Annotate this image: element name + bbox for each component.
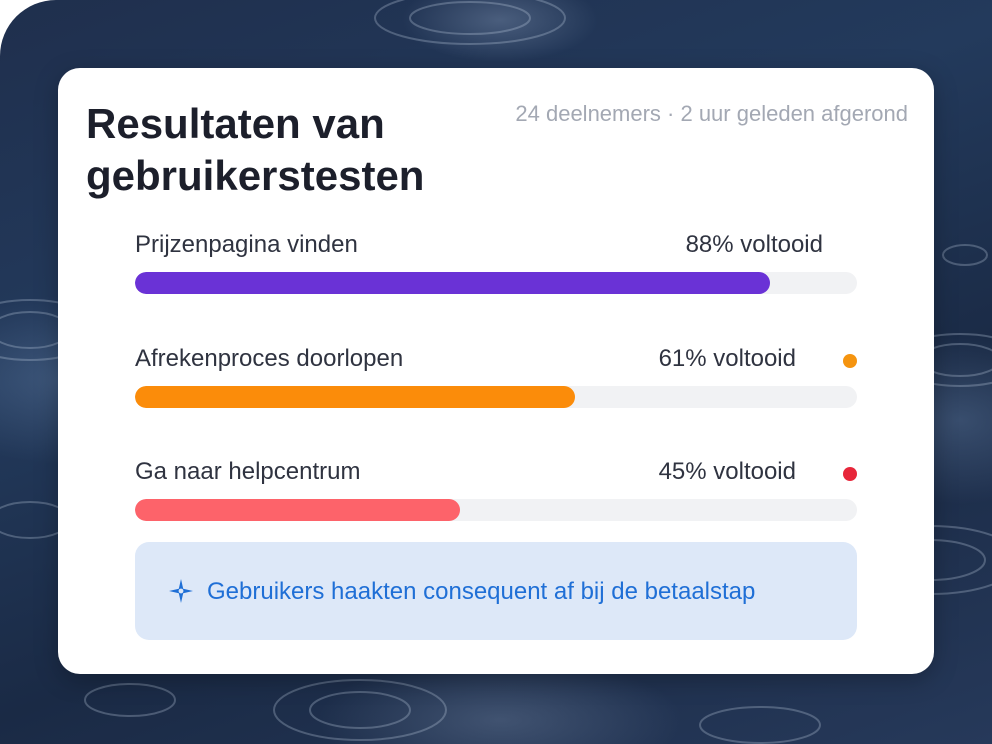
- task-completion-value: 45% voltooid: [658, 458, 796, 485]
- progress-fill: [135, 499, 460, 521]
- task-completion-value: 61% voltooid: [658, 345, 796, 372]
- task-label: Ga naar helpcentrum: [135, 458, 361, 485]
- progress-track: [135, 499, 857, 521]
- warning-status-dot: [843, 354, 857, 368]
- sparkle-icon: [169, 579, 193, 603]
- task-label: Afrekenproces doorlopen: [135, 345, 404, 372]
- critical-status-dot: [843, 467, 857, 481]
- task-row: Prijzenpagina vinden 88% voltooid: [135, 231, 857, 311]
- insight-text: Gebruikers haakten consequent af bij de …: [207, 578, 756, 605]
- task-completion-value: 88% voltooid: [685, 231, 823, 258]
- progress-fill: [135, 386, 576, 408]
- task-row: Afrekenproces doorlopen 61% voltooid: [135, 345, 857, 425]
- task-row: Ga naar helpcentrum 45% voltooid: [135, 458, 857, 538]
- task-label: Prijzenpagina vinden: [135, 231, 358, 258]
- progress-track: [135, 272, 857, 294]
- progress-track: [135, 386, 857, 408]
- insight-callout: Gebruikers haakten consequent af bij de …: [135, 542, 857, 640]
- card-title: Resultaten van gebruikerstesten: [86, 100, 425, 199]
- progress-fill: [135, 272, 771, 294]
- test-results-card: Resultaten van gebruikerstesten 24 deeln…: [58, 68, 934, 674]
- card-meta: 24 deelnemers · 2 uur geleden afgerond: [515, 101, 908, 126]
